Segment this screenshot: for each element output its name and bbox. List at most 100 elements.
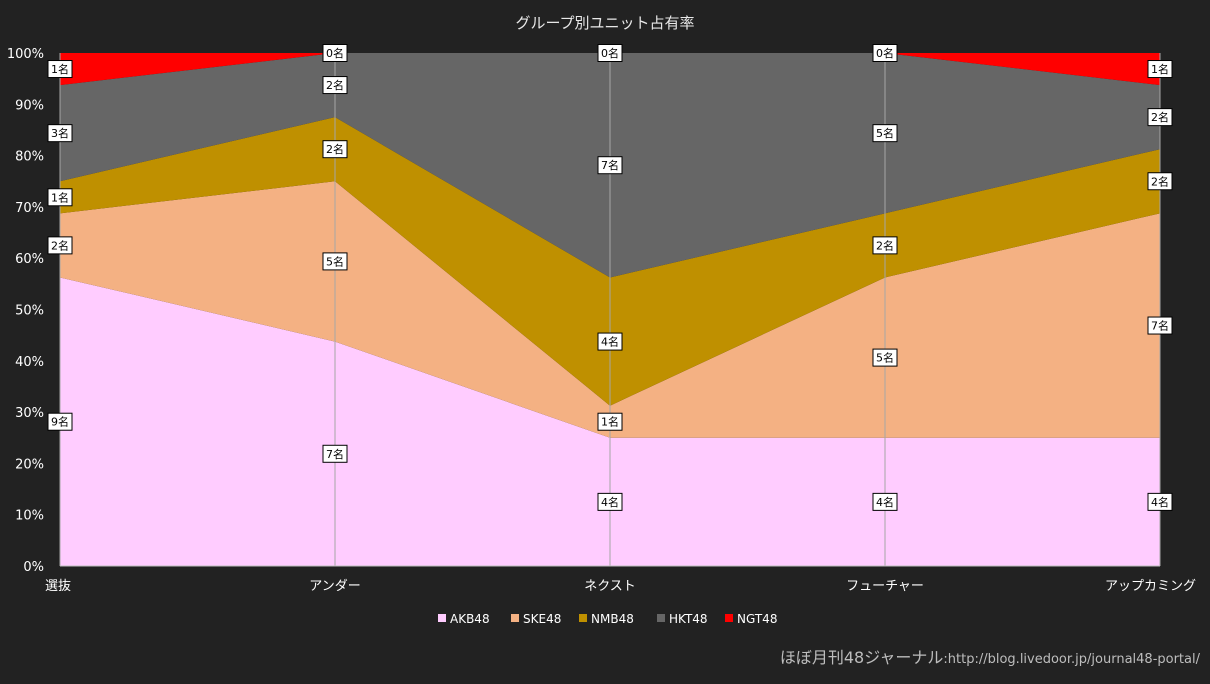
- legend-swatch: [657, 614, 665, 622]
- x-tick-label: フューチャー: [846, 579, 924, 594]
- legend-label: NGT48: [737, 612, 777, 626]
- data-label-box: [597, 412, 623, 431]
- data-label-text: 1名: [601, 415, 619, 429]
- data-label-nmb48: 4名: [597, 332, 623, 351]
- credit-url: :http://blog.livedoor.jp/journal48-porta…: [943, 652, 1200, 667]
- data-label-text: 2名: [876, 238, 894, 252]
- svg-text:ほぼ月刊48ジャーナル:http://blog.livedo: ほぼ月刊48ジャーナル:http://blog.livedoor.jp/jour…: [780, 648, 1201, 667]
- y-tick-label: 90%: [15, 98, 44, 113]
- data-label-text: 0名: [326, 46, 344, 60]
- data-label-text: 2名: [1151, 174, 1169, 188]
- data-label-box: [872, 236, 898, 255]
- data-label-box: [597, 332, 623, 351]
- legend-item-ske48: SKE48: [511, 612, 561, 626]
- data-label-ske48: 5名: [872, 348, 898, 367]
- series-area-ngt48: [60, 53, 1160, 86]
- credit-main: ほぼ月刊48ジャーナル: [780, 648, 944, 667]
- y-tick-label: 10%: [15, 509, 44, 524]
- data-label-nmb48: 2名: [322, 140, 348, 159]
- data-label-ngt48: 0名: [872, 44, 898, 62]
- data-label-ske48: 7名: [1147, 316, 1173, 335]
- data-label-text: 3名: [51, 126, 69, 140]
- legend-swatch: [511, 614, 519, 622]
- data-label-akb48: 9名: [47, 412, 73, 431]
- data-label-box: [872, 348, 898, 367]
- x-tick-label: 選抜: [45, 578, 71, 594]
- data-label-ngt48: 1名: [47, 60, 73, 79]
- footer-credit: ほぼ月刊48ジャーナル:http://blog.livedoor.jp/jour…: [780, 648, 1201, 667]
- legend-item-ngt48: NGT48: [725, 612, 777, 626]
- data-label-text: 4名: [601, 335, 619, 349]
- y-tick-label: 70%: [15, 201, 44, 216]
- data-label-hkt48: 2名: [322, 76, 348, 95]
- data-label-box: [1147, 492, 1173, 511]
- data-label-text: 0名: [876, 46, 894, 60]
- y-tick-label: 100%: [7, 47, 44, 62]
- data-label-ske48: 1名: [597, 412, 623, 431]
- data-label-ske48: 2名: [47, 236, 73, 255]
- legend-item-akb48: AKB48: [438, 612, 490, 626]
- legend-item-hkt48: HKT48: [657, 612, 708, 626]
- data-label-box: [597, 492, 623, 511]
- data-labels: 9名 7名 4名 4名 4名 2名 5名 1名 5名 7名 1名 2名 4名 2名 2名 3名 2名 7名 5名 2名…: [47, 44, 1173, 511]
- data-label-box: [597, 44, 623, 62]
- legend: AKB48 SKE48 NMB48 HKT48 NGT48: [438, 612, 777, 626]
- y-tick-label: 60%: [15, 252, 44, 267]
- data-label-box: [47, 412, 73, 431]
- data-label-text: 4名: [601, 495, 619, 509]
- legend-label: SKE48: [523, 612, 561, 626]
- data-label-box: [47, 60, 73, 79]
- data-label-hkt48: 2名: [1147, 108, 1173, 127]
- data-label-nmb48: 1名: [47, 188, 73, 207]
- data-label-text: 7名: [326, 447, 344, 461]
- legend-label: HKT48: [669, 612, 708, 626]
- data-label-text: 2名: [1151, 110, 1169, 124]
- data-label-text: 2名: [326, 78, 344, 92]
- data-label-text: 5名: [326, 254, 344, 268]
- data-label-text: 4名: [1151, 495, 1169, 509]
- legend-swatch: [579, 614, 587, 622]
- chart-title: グループ別ユニット占有率: [515, 14, 694, 32]
- y-tick-label: 20%: [15, 457, 44, 472]
- data-label-box: [322, 76, 348, 95]
- data-label-box: [47, 236, 73, 255]
- y-tick-label: 80%: [15, 150, 44, 165]
- legend-label: NMB48: [591, 612, 634, 626]
- y-tick-label: 50%: [15, 304, 44, 319]
- data-label-box: [47, 124, 73, 143]
- legend-item-nmb48: NMB48: [579, 612, 634, 626]
- data-label-text: 1名: [51, 190, 69, 204]
- data-label-box: [872, 492, 898, 511]
- data-label-box: [322, 444, 348, 463]
- data-label-text: 5名: [876, 351, 894, 365]
- data-label-akb48: 4名: [872, 492, 898, 511]
- axes: 0% 10% 20% 30% 40% 50% 60% 70% 80% 90% 100% 選抜 アンダー ネ…: [7, 47, 1196, 594]
- data-label-ngt48: 0名: [322, 44, 348, 62]
- data-label-nmb48: 2名: [872, 236, 898, 255]
- data-label-text: 0名: [601, 46, 619, 60]
- data-label-box: [322, 252, 348, 271]
- data-label-box: [1147, 316, 1173, 335]
- data-label-text: 4名: [876, 495, 894, 509]
- data-label-ngt48: 1名: [1147, 60, 1173, 79]
- data-label-text: 9名: [51, 415, 69, 429]
- data-label-text: 1名: [1151, 62, 1169, 76]
- data-label-hkt48: 7名: [597, 156, 623, 175]
- data-label-text: 2名: [326, 142, 344, 156]
- x-tick-label: アップカミング: [1105, 579, 1196, 594]
- data-label-box: [872, 124, 898, 143]
- data-label-box: [47, 188, 73, 207]
- data-label-text: 5名: [876, 126, 894, 140]
- x-tick-label: ネクスト: [584, 579, 636, 594]
- data-label-akb48: 4名: [1147, 492, 1173, 511]
- data-label-box: [597, 156, 623, 175]
- legend-swatch: [725, 614, 733, 622]
- x-tick-label: アンダー: [309, 579, 360, 594]
- data-label-akb48: 4名: [597, 492, 623, 511]
- data-label-ngt48: 0名: [597, 44, 623, 62]
- data-label-box: [1147, 172, 1173, 191]
- data-label-text: 1名: [51, 62, 69, 76]
- data-label-akb48: 7名: [322, 444, 348, 463]
